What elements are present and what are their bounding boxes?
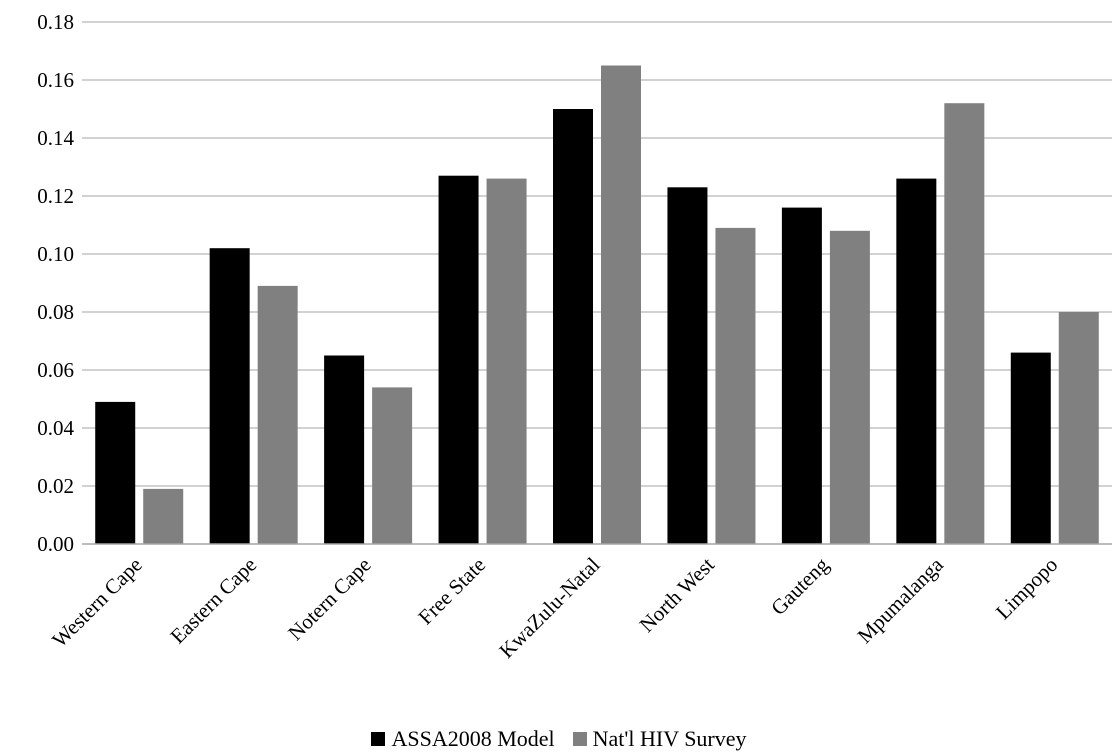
legend-item-series-2: Nat'l HIV Survey <box>572 726 747 752</box>
x-category-label: Mpumalanga <box>853 552 949 648</box>
y-tick-label: 0.16 <box>37 68 74 92</box>
legend-swatch-series-1 <box>371 732 386 746</box>
legend-swatch-series-2 <box>572 732 587 746</box>
legend: ASSA2008 Model Nat'l HIV Survey <box>0 726 1118 752</box>
x-category-label: North West <box>635 552 719 636</box>
y-tick-label: 0.00 <box>37 532 74 556</box>
x-category-label: Western Cape <box>47 553 146 652</box>
bar-2-5 <box>601 65 641 544</box>
legend-item-series-1: ASSA2008 Model <box>371 726 555 752</box>
x-category-label: KwaZulu-Natal <box>494 552 604 662</box>
bar-1-2 <box>209 248 250 544</box>
bar-2-6 <box>715 227 756 544</box>
bar-1-6 <box>667 187 708 545</box>
bar-1-9 <box>1010 352 1051 544</box>
y-axis-tick-labels: 0.00 0.02 0.04 0.06 0.08 0.10 0.12 0.14 0.16 0.18 <box>37 10 74 556</box>
bar-2-2 <box>257 285 298 544</box>
legend-label-series-2: Nat'l HIV Survey <box>592 726 747 751</box>
bar-2-4 <box>486 178 527 544</box>
x-axis-category-labels: Western Cape Eastern Cape Notern Cape Free … <box>47 552 1062 663</box>
gridlines <box>82 21 1112 487</box>
y-tick-label: 0.14 <box>37 126 74 150</box>
bar-2-9 <box>1058 312 1099 544</box>
bar-1-4 <box>438 175 479 544</box>
bar-1-3 <box>324 355 365 544</box>
bar-1-8 <box>896 178 937 544</box>
bar-2-3 <box>372 387 413 544</box>
bars <box>95 65 1099 545</box>
bar-1-7 <box>781 207 822 544</box>
y-tick-label: 0.06 <box>37 358 74 382</box>
x-category-label: Eastern Cape <box>165 553 261 649</box>
x-category-label: Gauteng <box>766 552 834 620</box>
bar-1-1 <box>95 401 136 544</box>
y-tick-label: 0.18 <box>37 10 74 34</box>
y-tick-label: 0.08 <box>37 300 74 324</box>
x-category-label: Limpopo <box>991 553 1062 624</box>
bar-1-5 <box>553 109 593 544</box>
y-tick-label: 0.10 <box>37 242 74 266</box>
y-tick-label: 0.04 <box>37 416 74 440</box>
bar-2-7 <box>829 230 870 545</box>
bar-2-8 <box>944 103 985 544</box>
legend-label-series-1: ASSA2008 Model <box>391 726 555 751</box>
x-category-label: Notern Cape <box>283 553 375 645</box>
y-tick-label: 0.12 <box>37 184 74 208</box>
x-category-label: Free State <box>413 553 490 630</box>
bar-2-1 <box>143 488 184 544</box>
y-tick-label: 0.02 <box>37 474 74 498</box>
